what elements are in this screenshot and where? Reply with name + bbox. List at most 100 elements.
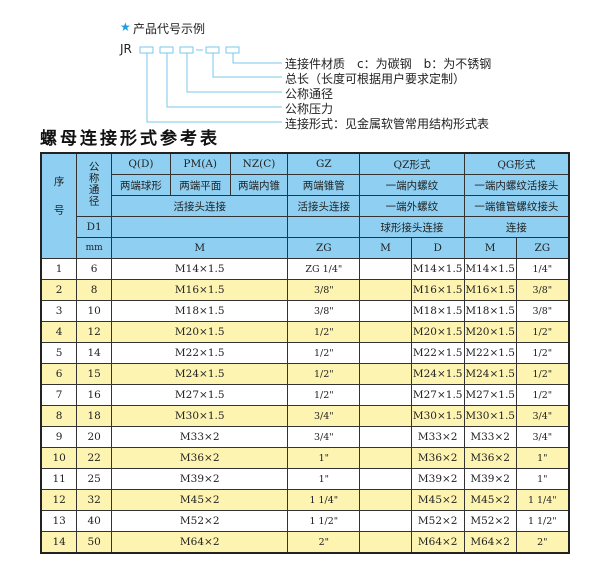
cell-zg: 2"	[287, 531, 361, 554]
cell-m: M16×1.5	[111, 279, 289, 301]
header-nominal-label: 公称通径	[87, 160, 100, 207]
cell-no: 7	[40, 384, 78, 406]
product-code-legend: ★ 产品代号示例 JR 连接件材质 c：为碳钢 b：为不锈钢 总长（长度可根据用…	[0, 0, 600, 131]
cell-qg-m: M16×1.5	[463, 279, 517, 301]
table-row: 12 32 M45×2 1 1/4" M45×2 M45×2 1 1/4"	[40, 489, 570, 511]
header-gz-desc: 两端锥管	[287, 174, 361, 196]
header-gz: GZ	[287, 152, 361, 175]
cell-m: M27×1.5	[111, 384, 289, 406]
cell-qz-m	[359, 363, 412, 385]
header-d1: D1	[76, 216, 113, 238]
cell-qg-m: M52×2	[463, 510, 517, 532]
cell-qz-d: M64×2	[410, 531, 465, 554]
header-qg-desc2: 一端锥管螺纹接头	[463, 195, 570, 217]
cell-no: 12	[40, 489, 78, 511]
cell-dn: 32	[76, 489, 113, 511]
cell-qz-d: M14×1.5	[410, 258, 465, 280]
cell-qg-zg: 1/2"	[515, 342, 570, 364]
cell-no: 3	[40, 300, 78, 322]
legend-heading: 产品代号示例	[133, 22, 206, 36]
cell-m: M36×2	[111, 447, 289, 469]
cell-qz-d: M39×2	[410, 468, 465, 490]
cell-zg: 1"	[287, 447, 361, 469]
header-qg: QG形式	[463, 152, 570, 175]
cell-qg-m: M33×2	[463, 426, 517, 448]
header-seq: 序号	[40, 152, 78, 259]
cell-m: M39×2	[111, 468, 289, 490]
cell-dn: 6	[76, 258, 113, 280]
header-qz-m: M	[359, 237, 412, 259]
cell-no: 14	[40, 531, 78, 554]
header-qd: Q(D)	[111, 152, 171, 175]
table-row: 4 12 M20×1.5 1/2" M20×1.5 M20×1.5 1/2"	[40, 321, 570, 343]
cell-m: M22×1.5	[111, 342, 289, 364]
cell-qg-zg: 1"	[515, 447, 570, 469]
header-mm: mm	[76, 237, 113, 259]
cell-qz-m	[359, 342, 412, 364]
header-blank	[111, 216, 289, 238]
cell-qg-zg: 3/4"	[515, 405, 570, 427]
cell-zg: 3/8"	[287, 300, 361, 322]
cell-no: 6	[40, 363, 78, 385]
cell-qg-zg: 3/8"	[515, 300, 570, 322]
cell-qz-m	[359, 426, 412, 448]
table-row: 7 16 M27×1.5 1/2" M27×1.5 M27×1.5 1/2"	[40, 384, 570, 406]
cell-dn: 14	[76, 342, 113, 364]
cell-dn: 22	[76, 447, 113, 469]
cell-m: M52×2	[111, 510, 289, 532]
legend-item-diameter: 公称通径	[285, 87, 334, 101]
cell-qg-m: M24×1.5	[463, 363, 517, 385]
cell-dn: 15	[76, 363, 113, 385]
table-row: 6 15 M24×1.5 1/2" M24×1.5 M24×1.5 1/2"	[40, 363, 570, 385]
cell-zg: 3/8"	[287, 279, 361, 301]
header-qz-d: D	[410, 237, 465, 259]
header-qz-desc3: 球形接头连接	[359, 216, 465, 238]
cell-qz-m	[359, 531, 412, 554]
header-nominal: 公称通径	[76, 152, 113, 217]
cell-qz-d: M20×1.5	[410, 321, 465, 343]
cell-qz-d: M52×2	[410, 510, 465, 532]
cell-qg-m: M18×1.5	[463, 300, 517, 322]
cell-zg: ZG 1/4"	[287, 258, 361, 280]
cell-qg-zg: 1/4"	[515, 258, 570, 280]
legend-item-pressure: 公称压力	[285, 102, 334, 116]
cell-qg-m: M45×2	[463, 489, 517, 511]
cell-zg: 1/2"	[287, 321, 361, 343]
cell-qg-zg: 1/2"	[515, 363, 570, 385]
table-row: 10 22 M36×2 1" M36×2 M36×2 1"	[40, 447, 570, 469]
cell-qg-m: M36×2	[463, 447, 517, 469]
header-zg: ZG	[287, 237, 361, 259]
header-nzc-desc: 两端内锥	[229, 174, 289, 196]
cell-no: 11	[40, 468, 78, 490]
cell-qz-d: M27×1.5	[410, 384, 465, 406]
cell-dn: 25	[76, 468, 113, 490]
cell-zg: 1 1/2"	[287, 510, 361, 532]
header-qd-desc: 两端球形	[111, 174, 171, 196]
cell-zg: 1"	[287, 468, 361, 490]
cell-m: M14×1.5	[111, 258, 289, 280]
cell-qg-zg: 1/2"	[515, 384, 570, 406]
cell-m: M45×2	[111, 489, 289, 511]
cell-no: 1	[40, 258, 78, 280]
cell-qz-m	[359, 510, 412, 532]
cell-qz-d: M22×1.5	[410, 342, 465, 364]
header-qg-zg: ZG	[515, 237, 570, 259]
cell-dn: 10	[76, 300, 113, 322]
cell-m: M18×1.5	[111, 300, 289, 322]
cell-qz-m	[359, 489, 412, 511]
cell-m: M64×2	[111, 531, 289, 554]
cell-qz-d: M45×2	[410, 489, 465, 511]
cell-qg-m: M64×2	[463, 531, 517, 554]
cell-qz-d: M33×2	[410, 426, 465, 448]
cell-qg-m: M22×1.5	[463, 342, 517, 364]
table-row: 11 25 M39×2 1" M39×2 M39×2 1"	[40, 468, 570, 490]
cell-qg-zg: 1"	[515, 468, 570, 490]
header-qg-desc3: 连接	[463, 216, 570, 238]
cell-zg: 3/4"	[287, 426, 361, 448]
table-row: 13 40 M52×2 1 1/2" M52×2 M52×2 1 1/2"	[40, 510, 570, 532]
cell-dn: 12	[76, 321, 113, 343]
star-icon: ★	[120, 20, 131, 34]
cell-qg-m: M27×1.5	[463, 384, 517, 406]
cell-dn: 20	[76, 426, 113, 448]
cell-no: 4	[40, 321, 78, 343]
